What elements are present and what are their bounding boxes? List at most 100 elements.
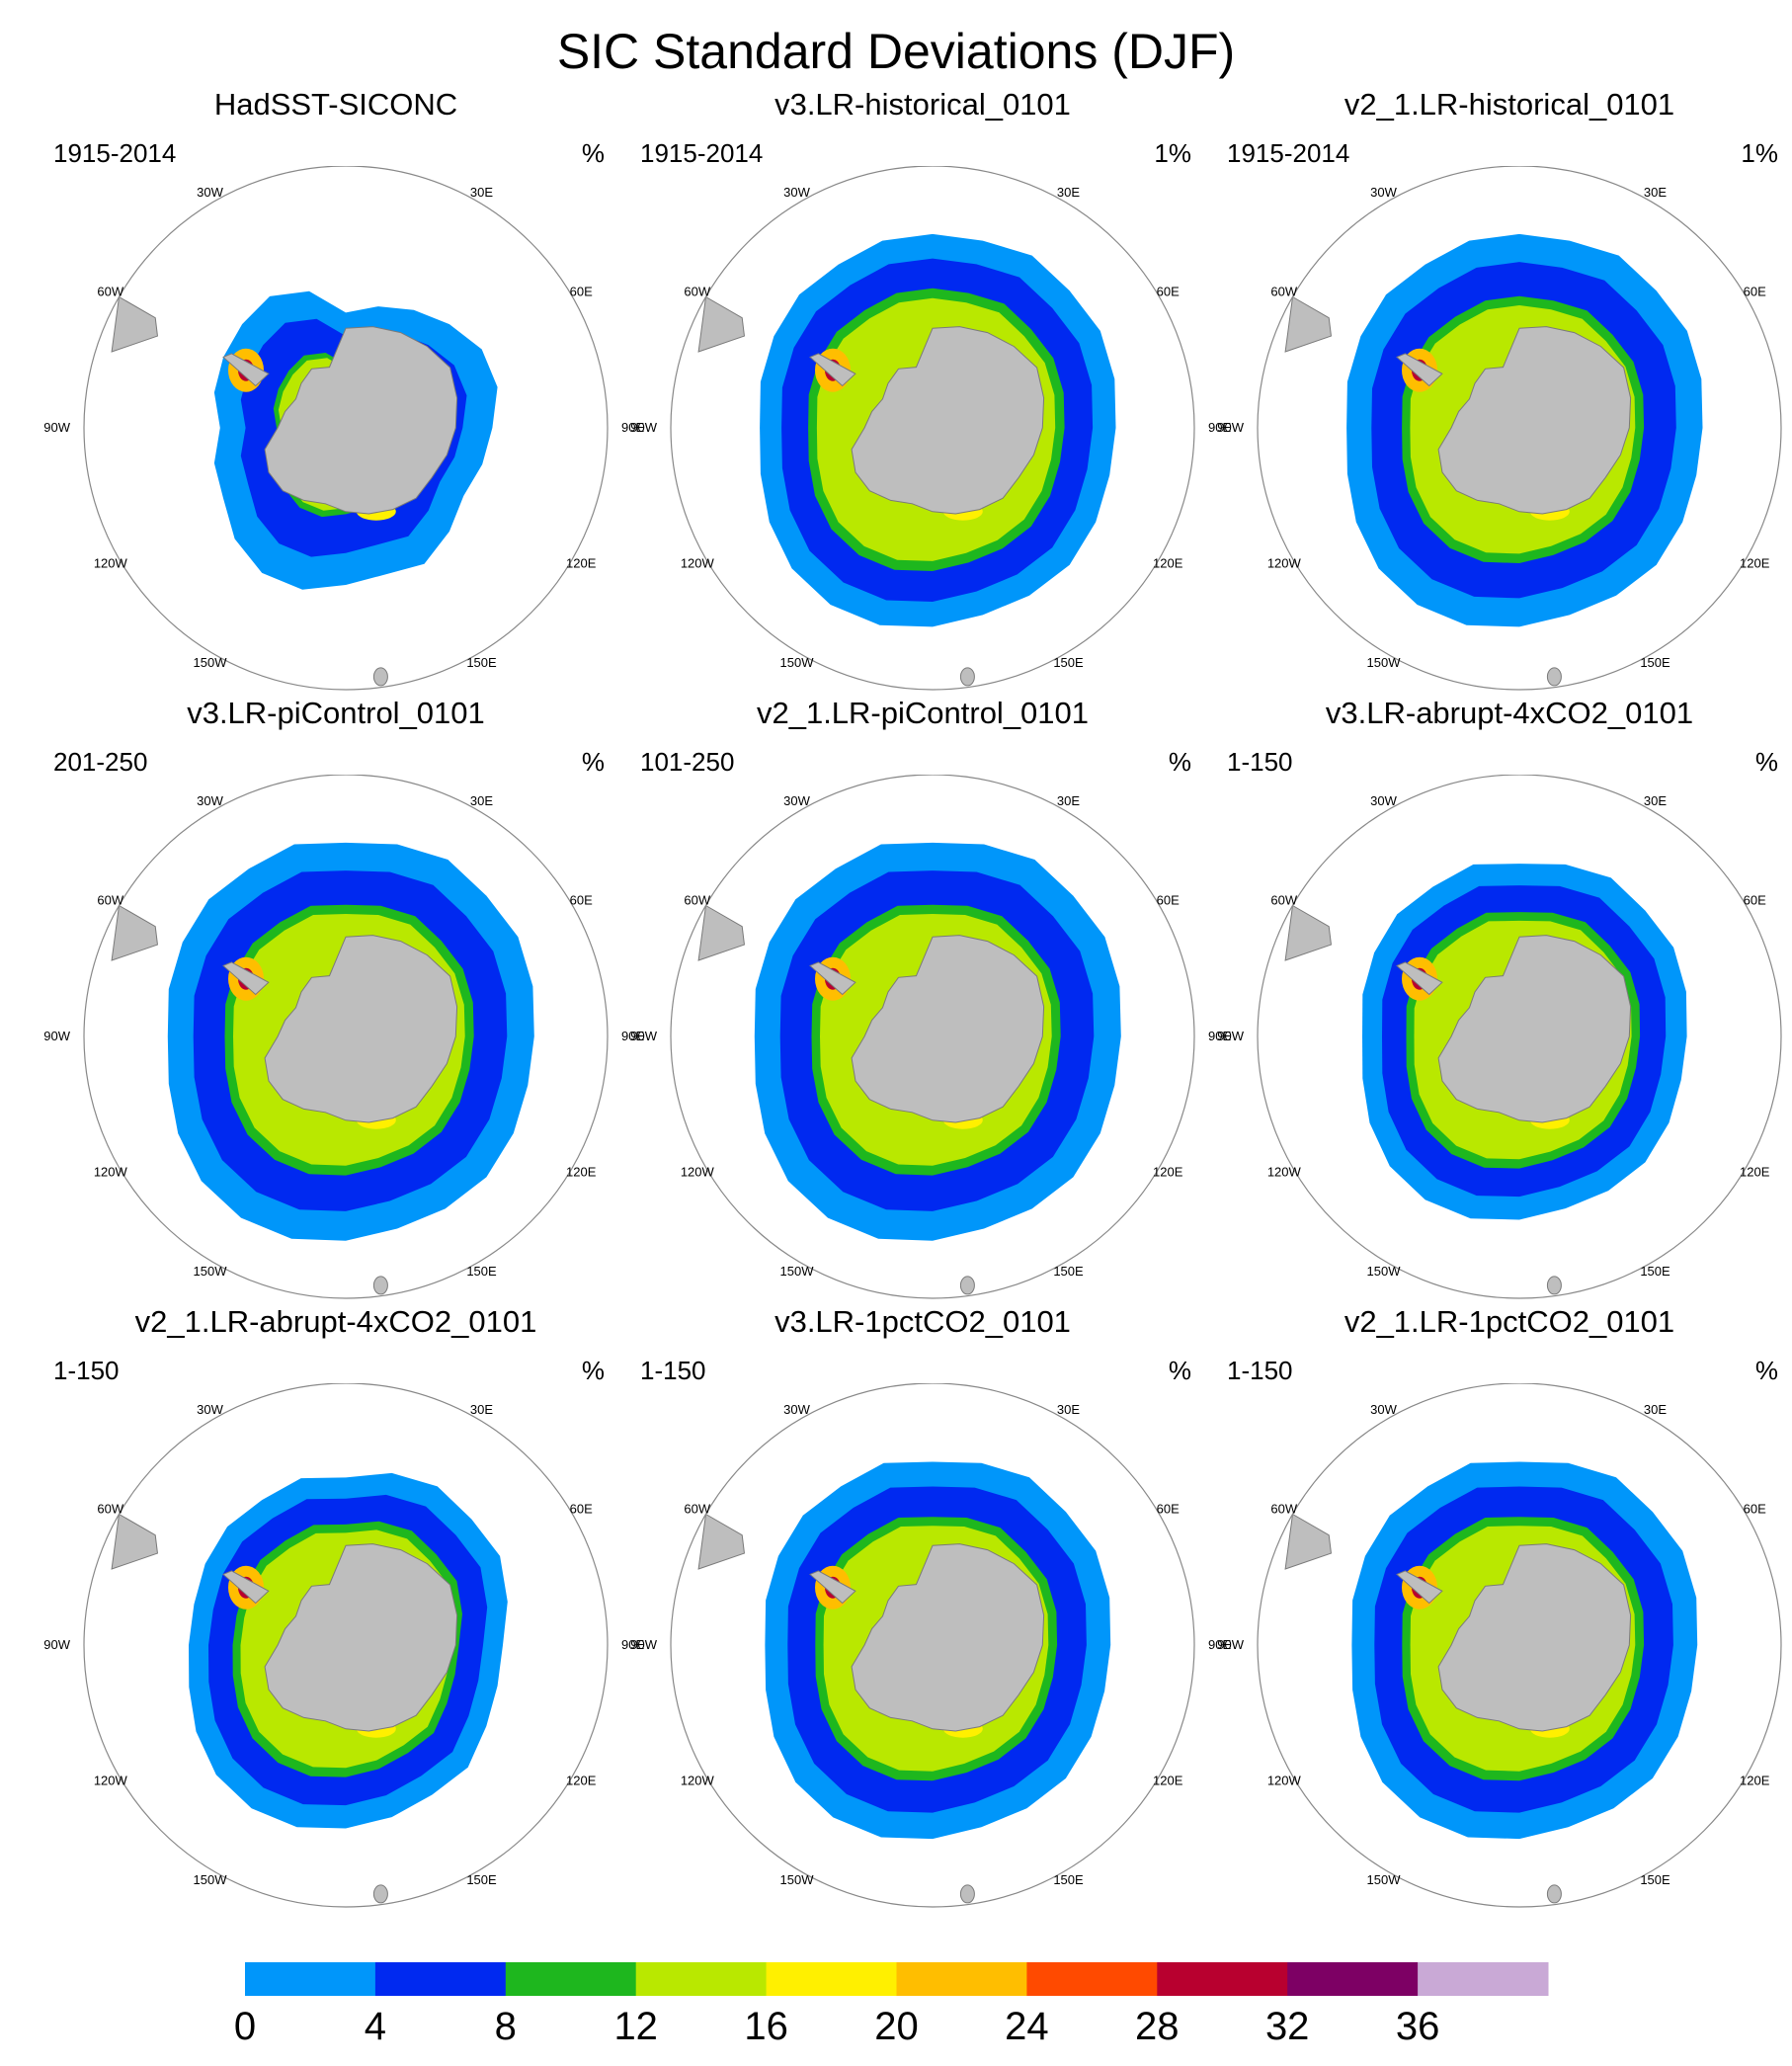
- antarctica-land: [851, 1543, 1045, 1732]
- new-zealand-land: [1546, 667, 1562, 687]
- antarctic-peninsula: [1396, 1570, 1443, 1605]
- map-panel: v3.LR-abrupt-4xCO2_01011-150%030E60E90E1…: [1213, 696, 1792, 1308]
- map-boundary: [83, 1383, 609, 1908]
- longitude-label: 90W: [1217, 1029, 1244, 1043]
- colorbar-tick-label: 12: [613, 2005, 658, 2048]
- colorbar-tick-label: 36: [1396, 2005, 1440, 2048]
- colorbar-tick-label: 16: [744, 2005, 788, 2048]
- panel-title: v2_1.LR-piControl_0101: [756, 696, 1090, 730]
- longitude-label: 150W: [194, 1872, 228, 1887]
- polar-map: 030E60E90E120E150E180150W120W90W60W30W: [43, 166, 644, 691]
- polar-map: 030E60E90E120E150E180150W120W90W60W30W: [1217, 775, 1782, 1299]
- longitude-label: 90E: [1208, 1029, 1231, 1043]
- longitude-label: 60E: [1157, 285, 1180, 299]
- longitude-label: 30E: [1057, 793, 1080, 808]
- longitude-label: 60W: [97, 285, 123, 299]
- panel-title: v2_1.LR-historical_0101: [1344, 87, 1675, 122]
- antarctic-peninsula: [222, 353, 270, 387]
- antarctica-land: [1437, 326, 1632, 515]
- longitude-label: 30W: [197, 185, 223, 200]
- antarctica-land: [264, 326, 458, 515]
- map-boundary: [83, 166, 609, 691]
- antarctic-peninsula: [222, 1570, 270, 1605]
- longitude-label: 30W: [1370, 793, 1397, 808]
- longitude-label: 90W: [43, 1029, 70, 1043]
- longitude-label: 30W: [1370, 185, 1397, 200]
- colorbar-tick-label: 28: [1135, 2005, 1180, 2048]
- longitude-label: 60E: [570, 285, 593, 299]
- colorbar: 0 4 8 12 16 20 24 28 32 36: [234, 1962, 1549, 2048]
- longitude-label: 90W: [630, 420, 657, 435]
- longitude-label: 90W: [630, 1637, 657, 1652]
- south-america-land: [111, 1513, 159, 1570]
- longitude-label: 120E: [1153, 556, 1183, 571]
- longitude-label: 60E: [1157, 893, 1180, 908]
- longitude-label: 60W: [684, 1502, 710, 1517]
- antarctica-land: [851, 935, 1045, 1123]
- longitude-label: 30E: [1057, 1402, 1080, 1417]
- panel-title: v3.LR-piControl_0101: [187, 696, 485, 730]
- map-panel: HadSST-SICONC1915-2014%030E60E90E120E150…: [40, 87, 644, 700]
- south-america-land: [697, 904, 746, 961]
- polar-map: 030E60E90E120E150E180150W120W90W60W30W: [43, 775, 644, 1299]
- panel-title: HadSST-SICONC: [213, 87, 458, 122]
- longitude-label: 150E: [1640, 1264, 1670, 1279]
- longitude-label: 150E: [1640, 655, 1670, 670]
- longitude-label: 90E: [1208, 1637, 1231, 1652]
- new-zealand-land: [1546, 1884, 1562, 1904]
- panel-units: %: [581, 1356, 605, 1385]
- longitude-label: 150W: [780, 655, 815, 670]
- longitude-label: 30E: [1644, 793, 1667, 808]
- colorbar-tick-label: 0: [234, 2005, 256, 2048]
- map-panel: v3.LR-1pctCO2_01011-150%030E60E90E120E15…: [626, 1304, 1231, 1917]
- longitude-label: 150W: [780, 1872, 815, 1887]
- longitude-label: 150W: [1367, 1872, 1402, 1887]
- longitude-label: 60W: [97, 1502, 123, 1517]
- polar-map: 030E60E90E120E150E180150W120W90W60W30W: [630, 166, 1231, 691]
- polar-map: 030E60E90E120E150E180150W120W90W60W30W: [1217, 1383, 1782, 1908]
- longitude-label: 150E: [1053, 655, 1084, 670]
- longitude-label: 150W: [194, 1264, 228, 1279]
- map-boundary: [670, 166, 1195, 691]
- colorbar-bin: [505, 1962, 637, 1996]
- map-boundary: [1257, 166, 1782, 691]
- panel-units: 1%: [1154, 138, 1191, 168]
- colorbar-tick-label: 32: [1265, 2005, 1310, 2048]
- new-zealand-land: [372, 667, 388, 687]
- antarctica-land: [1437, 935, 1632, 1123]
- panel-period: 1-150: [640, 1356, 706, 1385]
- panel-period: 1-150: [1227, 747, 1293, 777]
- antarctic-peninsula: [222, 961, 270, 996]
- longitude-label: 60E: [1157, 1502, 1180, 1517]
- longitude-label: 90W: [630, 1029, 657, 1043]
- south-america-land: [111, 904, 159, 961]
- panel-units: %: [1168, 747, 1191, 777]
- longitude-label: 120E: [1153, 1165, 1183, 1180]
- longitude-label: 30W: [783, 793, 810, 808]
- south-america-land: [111, 295, 159, 353]
- colorbar-bin: [635, 1962, 768, 1996]
- longitude-label: 150E: [466, 1872, 497, 1887]
- longitude-label: 30W: [1370, 1402, 1397, 1417]
- colorbar-bin: [1418, 1962, 1549, 1996]
- colorbar-bin: [374, 1962, 507, 1996]
- longitude-label: 150E: [466, 1264, 497, 1279]
- longitude-label: 120E: [1740, 556, 1770, 571]
- antarctica-land: [264, 1543, 458, 1732]
- map-panel: v2_1.LR-piControl_0101101-250%030E60E90E…: [626, 696, 1231, 1308]
- longitude-label: 120W: [681, 1774, 715, 1788]
- longitude-label: 120W: [94, 1774, 128, 1788]
- longitude-label: 60W: [684, 893, 710, 908]
- longitude-label: 30E: [1644, 1402, 1667, 1417]
- longitude-label: 120E: [1153, 1774, 1183, 1788]
- map-boundary: [83, 775, 609, 1299]
- panel-period: 1915-2014: [1227, 138, 1350, 168]
- panel-title: v2_1.LR-1pctCO2_0101: [1344, 1304, 1675, 1339]
- map-panel: v2_1.LR-historical_01011915-20141%030E60…: [1213, 87, 1792, 700]
- south-america-land: [697, 295, 746, 353]
- longitude-label: 120W: [681, 1165, 715, 1180]
- antarctica-land: [851, 326, 1045, 515]
- new-zealand-land: [959, 667, 975, 687]
- panel-title: v3.LR-1pctCO2_0101: [774, 1304, 1071, 1339]
- longitude-label: 120E: [1740, 1165, 1770, 1180]
